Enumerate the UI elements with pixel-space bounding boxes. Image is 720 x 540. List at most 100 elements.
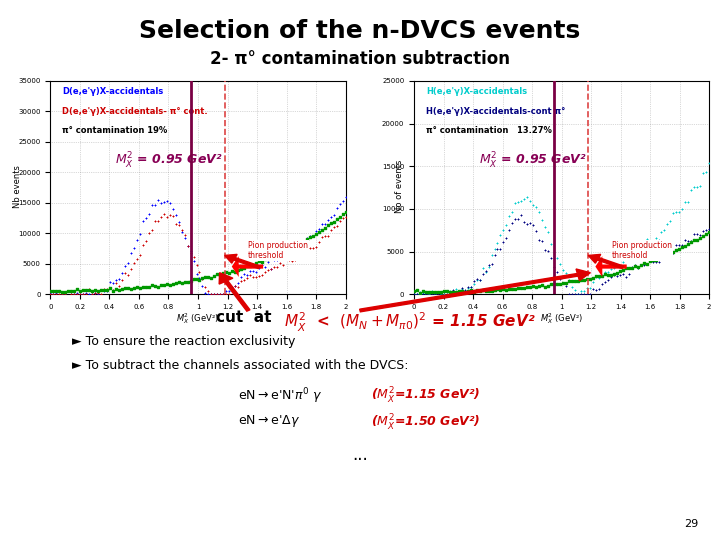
Point	[593, 274, 605, 283]
Point	[593, 272, 605, 280]
Point	[525, 219, 536, 227]
Point	[688, 183, 700, 192]
Point	[641, 253, 652, 262]
Text: ► To ensure the reaction exclusivity: ► To ensure the reaction exclusivity	[72, 335, 295, 348]
Point	[426, 287, 438, 295]
Point	[438, 287, 449, 295]
Point	[233, 266, 244, 274]
Point	[256, 258, 268, 266]
Point	[298, 247, 310, 255]
Point	[575, 276, 587, 285]
Point	[60, 289, 71, 298]
Point	[251, 273, 262, 281]
Point	[498, 285, 509, 293]
Point	[513, 215, 524, 224]
Point	[426, 290, 438, 299]
Text: eN$\rightarrow$e'N'$\pi^0$ $\gamma$: eN$\rightarrow$e'N'$\pi^0$ $\gamma$	[238, 386, 322, 406]
Point	[191, 260, 202, 269]
Point	[86, 289, 98, 298]
Point	[539, 245, 551, 254]
Point	[188, 275, 199, 284]
Point	[453, 286, 464, 295]
Point	[244, 262, 256, 271]
Point	[301, 245, 312, 254]
Point	[605, 271, 616, 279]
Point	[572, 290, 584, 299]
Point	[170, 211, 181, 219]
Point	[614, 271, 626, 280]
Point	[262, 254, 274, 263]
Point	[429, 290, 441, 299]
Point	[459, 287, 470, 296]
Point	[50, 290, 62, 299]
Point	[248, 267, 259, 275]
Point	[217, 269, 229, 278]
Point	[199, 272, 211, 281]
Point	[492, 245, 503, 253]
Point	[495, 286, 506, 294]
Point	[140, 282, 152, 291]
Point	[701, 226, 712, 234]
Point	[605, 265, 616, 273]
Point	[289, 241, 301, 250]
Point	[587, 285, 598, 294]
Point	[474, 276, 485, 285]
Text: 2- π° contamination subtraction: 2- π° contamination subtraction	[210, 50, 510, 68]
Point	[518, 284, 530, 292]
Point	[182, 241, 194, 250]
Point	[647, 256, 658, 265]
Point	[408, 290, 420, 299]
Point	[438, 290, 449, 299]
Point	[99, 286, 110, 295]
Point	[319, 220, 330, 228]
Point	[516, 284, 527, 293]
Point	[199, 283, 211, 292]
Point	[477, 270, 488, 279]
Point	[313, 228, 325, 237]
Point	[557, 279, 569, 287]
Point	[194, 275, 205, 284]
Point	[602, 276, 613, 285]
Point	[701, 167, 712, 176]
Point	[447, 287, 459, 295]
Point	[74, 286, 86, 295]
Point	[212, 270, 223, 279]
Point	[656, 252, 667, 261]
Point	[120, 269, 131, 278]
Text: π° contamination 19%: π° contamination 19%	[62, 126, 168, 135]
Point	[202, 290, 214, 299]
Point	[435, 288, 446, 296]
Point	[230, 281, 241, 290]
Point	[477, 264, 488, 273]
Point	[685, 186, 697, 194]
Point	[584, 290, 595, 299]
Point	[241, 274, 253, 282]
Point	[563, 277, 575, 286]
Point	[194, 268, 205, 276]
X-axis label: $M_X^2$ (GeV²): $M_X^2$ (GeV²)	[540, 312, 583, 326]
Point	[414, 288, 426, 296]
Point	[626, 249, 637, 258]
Point	[486, 260, 498, 269]
Point	[420, 288, 432, 296]
Point	[629, 245, 640, 253]
Point	[122, 284, 134, 293]
Point	[480, 266, 491, 275]
Point	[292, 241, 304, 249]
Point	[462, 286, 474, 295]
Point	[248, 260, 259, 269]
Point	[86, 290, 98, 299]
Point	[235, 265, 247, 273]
Point	[423, 289, 435, 298]
Point	[674, 245, 685, 254]
Point	[206, 273, 217, 282]
Point	[486, 287, 498, 295]
Point	[542, 281, 554, 290]
Point	[125, 265, 137, 274]
Point	[435, 288, 446, 297]
Text: cut  at: cut at	[216, 310, 276, 326]
Point	[656, 251, 667, 260]
Point	[107, 286, 119, 295]
Point	[209, 272, 220, 280]
Point	[57, 290, 68, 299]
